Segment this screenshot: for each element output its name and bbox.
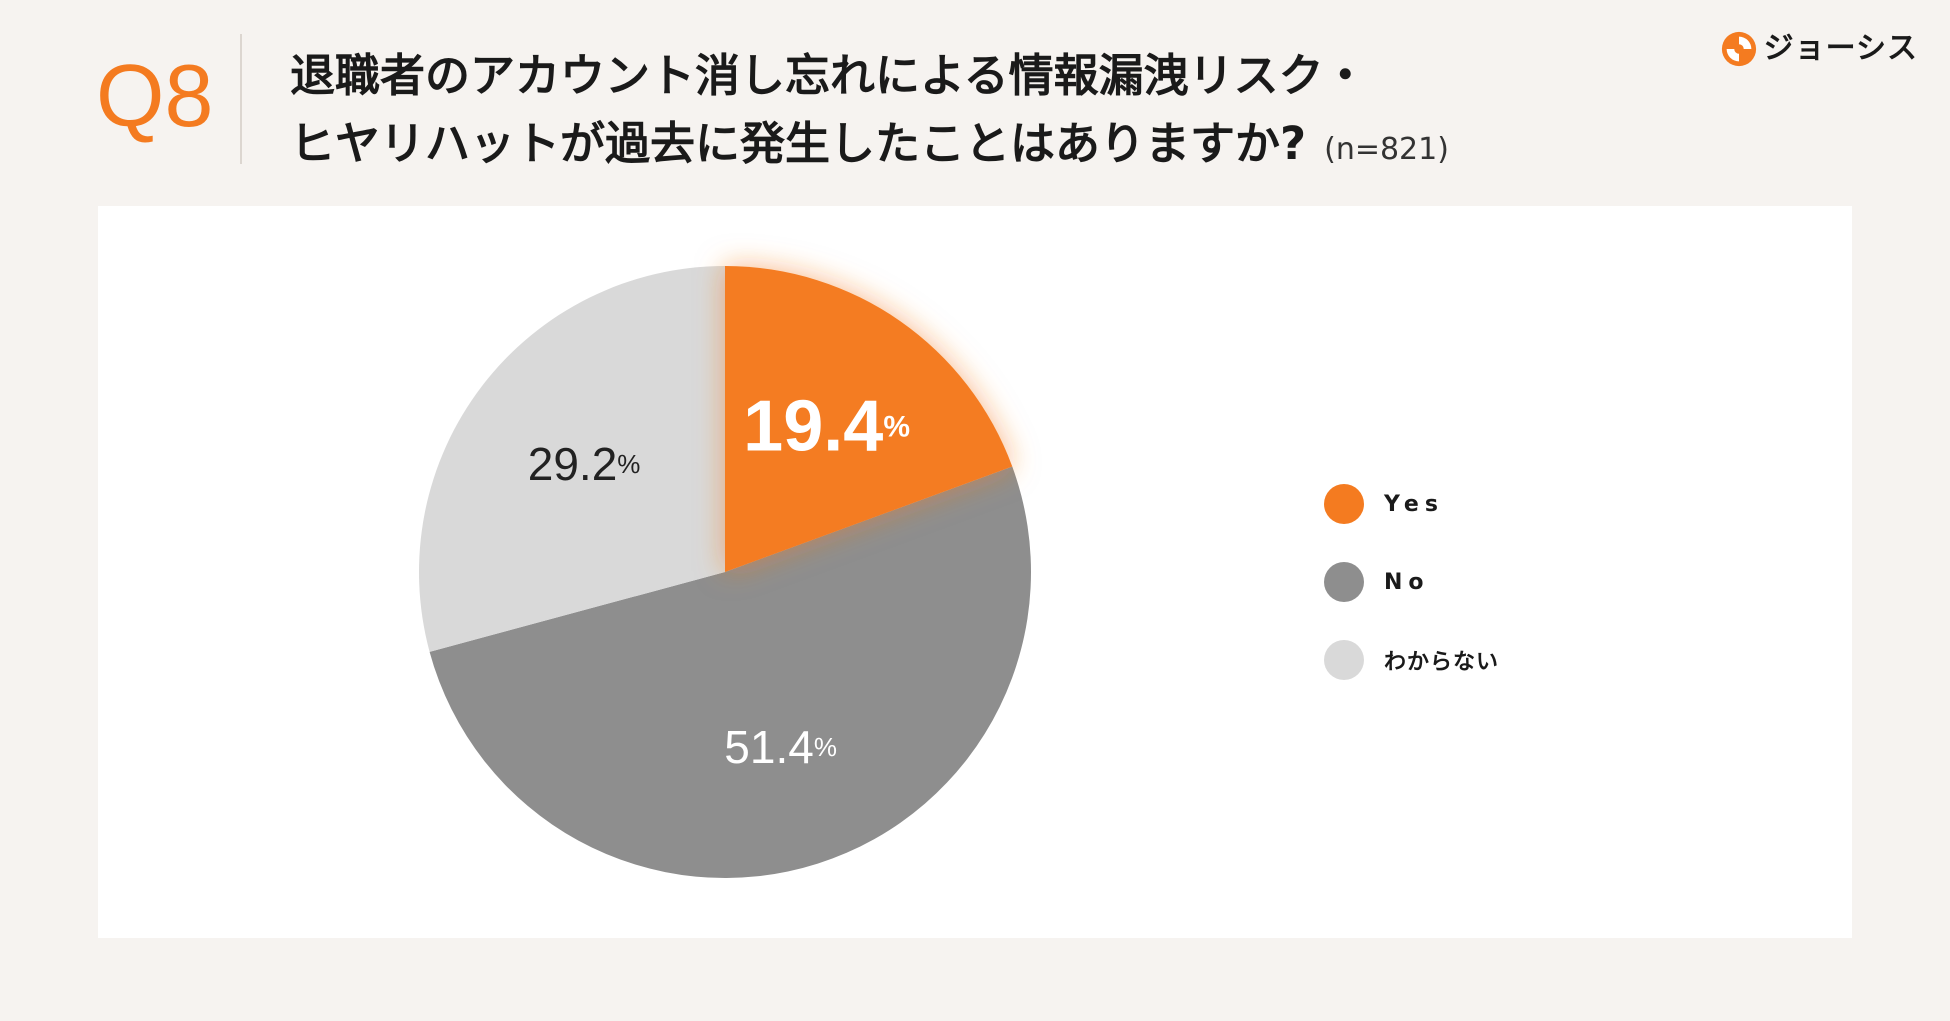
question-number: Q8 — [96, 46, 214, 145]
joshys-logo-icon — [1721, 31, 1756, 67]
pie-slice-no — [429, 466, 1032, 879]
legend-swatch-no — [1324, 562, 1364, 602]
pie-slice-yes — [725, 266, 1013, 572]
pie-slice-unknown — [419, 266, 725, 652]
legend-label-no: No — [1384, 569, 1430, 595]
pie-chart: 19.4% 51.4% 29.2% — [419, 266, 1032, 879]
question-title-line-1: 退職者のアカウント消し忘れによる情報漏洩リスク・ — [290, 49, 1368, 102]
question-title-line-2-text: ヒヤリハットが過去に発生したことはありますか? — [290, 117, 1307, 170]
brand-logo: ジョーシス — [1720, 30, 1918, 68]
legend-item-unknown: わからない — [1324, 640, 1499, 680]
question-title: 退職者のアカウント消し忘れによる情報漏洩リスク・ ヒヤリハットが過去に発生したこ… — [290, 42, 1449, 184]
pie-value-label-no: 51.4% — [724, 721, 837, 773]
legend-swatch-unknown — [1324, 640, 1364, 680]
pie-value-label-yes: 19.4% — [743, 386, 910, 466]
legend-swatch-yes — [1324, 484, 1364, 524]
legend-item-yes: Yes — [1324, 484, 1499, 524]
legend-label-unknown: わからない — [1384, 650, 1500, 675]
chart-legend: Yes No わからない — [1324, 484, 1499, 718]
chart-panel: 19.4% 51.4% 29.2% Yes No わからない — [98, 206, 1852, 938]
brand-name: ジョーシス — [1763, 31, 1918, 66]
header-divider — [240, 34, 242, 164]
legend-label-yes: Yes — [1384, 491, 1444, 517]
pie-value-label-unknown: 29.2% — [528, 438, 641, 490]
sample-size: (n=821) — [1324, 132, 1449, 167]
legend-item-no: No — [1324, 562, 1499, 602]
question-title-line-2: ヒヤリハットが過去に発生したことはありますか? (n=821) — [290, 110, 1449, 184]
